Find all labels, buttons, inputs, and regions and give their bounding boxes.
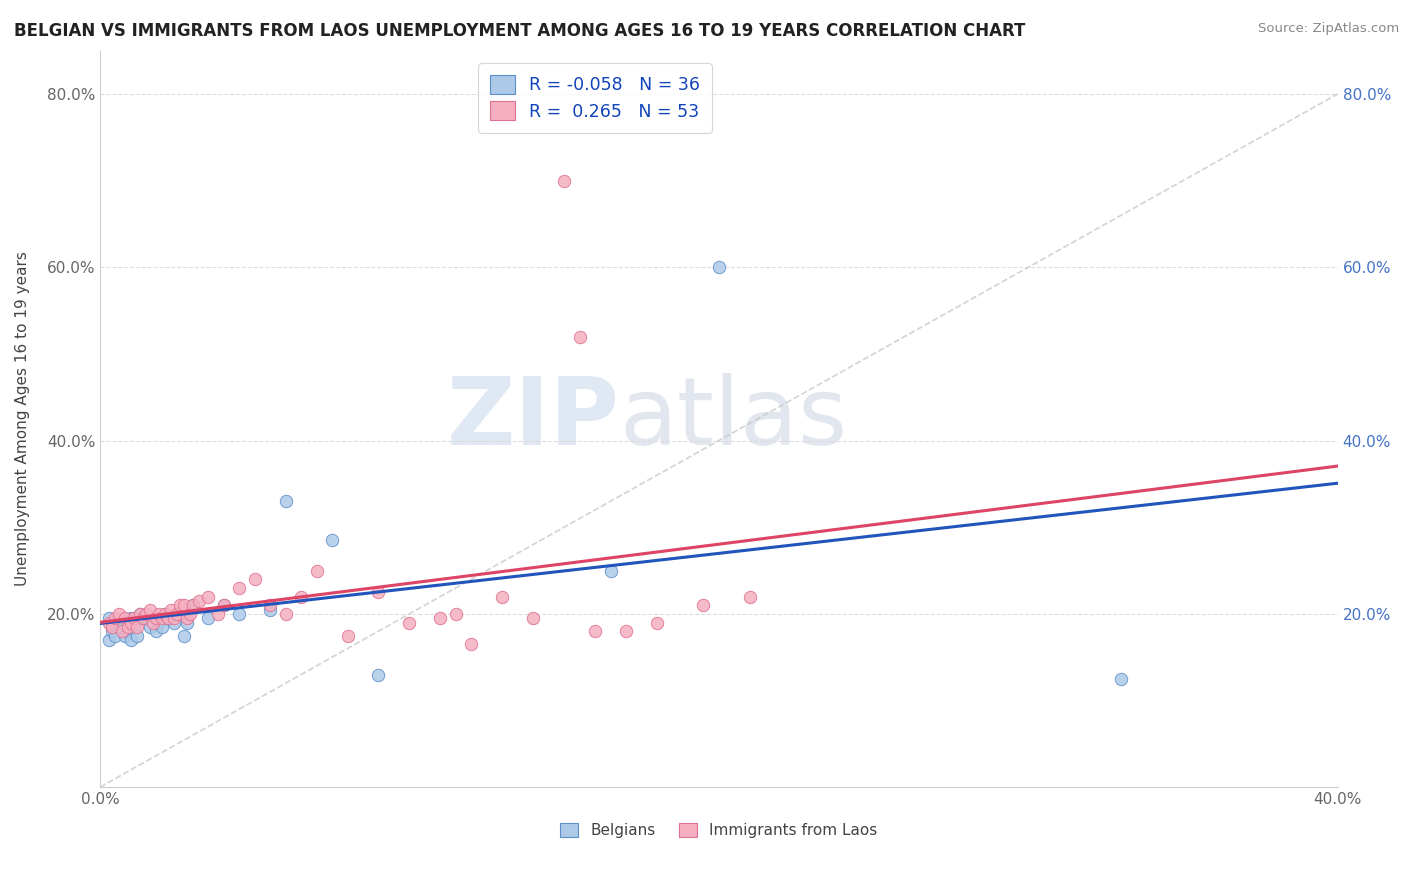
Point bbox=[181, 598, 204, 612]
Point bbox=[228, 581, 250, 595]
Point bbox=[98, 611, 121, 625]
Point bbox=[98, 615, 121, 630]
Point bbox=[153, 607, 176, 621]
Point bbox=[166, 607, 188, 621]
Text: atlas: atlas bbox=[620, 373, 848, 465]
Point bbox=[614, 624, 637, 639]
Point bbox=[101, 620, 124, 634]
Point bbox=[160, 602, 183, 616]
Point bbox=[645, 615, 668, 630]
Point bbox=[157, 611, 180, 625]
Point bbox=[122, 611, 145, 625]
Point bbox=[197, 611, 219, 625]
Point bbox=[290, 590, 312, 604]
Point bbox=[367, 585, 389, 599]
Point bbox=[444, 607, 467, 621]
Point bbox=[107, 620, 129, 634]
Point bbox=[150, 611, 173, 625]
Point bbox=[176, 611, 198, 625]
Point bbox=[148, 615, 170, 630]
Point bbox=[120, 611, 142, 625]
Text: ZIP: ZIP bbox=[447, 373, 620, 465]
Point bbox=[243, 572, 266, 586]
Point bbox=[321, 533, 343, 548]
Point bbox=[138, 602, 160, 616]
Point bbox=[117, 620, 139, 634]
Point bbox=[104, 628, 127, 642]
Point bbox=[491, 590, 513, 604]
Text: Source: ZipAtlas.com: Source: ZipAtlas.com bbox=[1258, 22, 1399, 36]
Point bbox=[129, 607, 152, 621]
Point bbox=[1109, 672, 1132, 686]
Point bbox=[101, 624, 124, 639]
Point bbox=[135, 607, 157, 621]
Point bbox=[228, 607, 250, 621]
Point bbox=[259, 598, 281, 612]
Point bbox=[692, 598, 714, 612]
Point bbox=[153, 607, 176, 621]
Point bbox=[157, 611, 180, 625]
Point bbox=[117, 624, 139, 639]
Point bbox=[129, 607, 152, 621]
Point bbox=[114, 611, 136, 625]
Point bbox=[148, 607, 170, 621]
Point bbox=[176, 615, 198, 630]
Point bbox=[274, 494, 297, 508]
Point bbox=[583, 624, 606, 639]
Point bbox=[336, 628, 359, 642]
Point bbox=[568, 329, 591, 343]
Point bbox=[429, 611, 451, 625]
Point bbox=[166, 607, 188, 621]
Point bbox=[138, 620, 160, 634]
Point bbox=[150, 620, 173, 634]
Point bbox=[142, 615, 165, 630]
Point bbox=[179, 607, 201, 621]
Point bbox=[169, 598, 191, 612]
Point bbox=[129, 611, 152, 625]
Point bbox=[305, 564, 328, 578]
Point bbox=[145, 611, 167, 625]
Point bbox=[259, 602, 281, 616]
Point bbox=[114, 628, 136, 642]
Point bbox=[553, 174, 575, 188]
Point bbox=[120, 632, 142, 647]
Point bbox=[522, 611, 544, 625]
Point bbox=[127, 620, 149, 634]
Legend: Belgians, Immigrants from Laos: Belgians, Immigrants from Laos bbox=[553, 815, 886, 846]
Point bbox=[107, 607, 129, 621]
Point bbox=[135, 611, 157, 625]
Point bbox=[460, 637, 482, 651]
Point bbox=[163, 615, 186, 630]
Point bbox=[212, 598, 235, 612]
Point bbox=[181, 598, 204, 612]
Point bbox=[111, 615, 134, 630]
Point bbox=[111, 624, 134, 639]
Point bbox=[163, 611, 186, 625]
Point bbox=[212, 598, 235, 612]
Text: BELGIAN VS IMMIGRANTS FROM LAOS UNEMPLOYMENT AMONG AGES 16 TO 19 YEARS CORRELATI: BELGIAN VS IMMIGRANTS FROM LAOS UNEMPLOY… bbox=[14, 22, 1025, 40]
Point bbox=[104, 611, 127, 625]
Point bbox=[367, 667, 389, 681]
Point bbox=[132, 611, 155, 625]
Point bbox=[173, 598, 195, 612]
Point bbox=[274, 607, 297, 621]
Point bbox=[98, 632, 121, 647]
Point bbox=[188, 594, 211, 608]
Point bbox=[197, 590, 219, 604]
Point bbox=[173, 628, 195, 642]
Point bbox=[599, 564, 621, 578]
Point bbox=[738, 590, 761, 604]
Point bbox=[398, 615, 420, 630]
Point bbox=[707, 260, 730, 275]
Point bbox=[145, 624, 167, 639]
Y-axis label: Unemployment Among Ages 16 to 19 years: Unemployment Among Ages 16 to 19 years bbox=[15, 252, 30, 586]
Point bbox=[120, 615, 142, 630]
Point bbox=[122, 620, 145, 634]
Point bbox=[207, 607, 229, 621]
Point bbox=[127, 628, 149, 642]
